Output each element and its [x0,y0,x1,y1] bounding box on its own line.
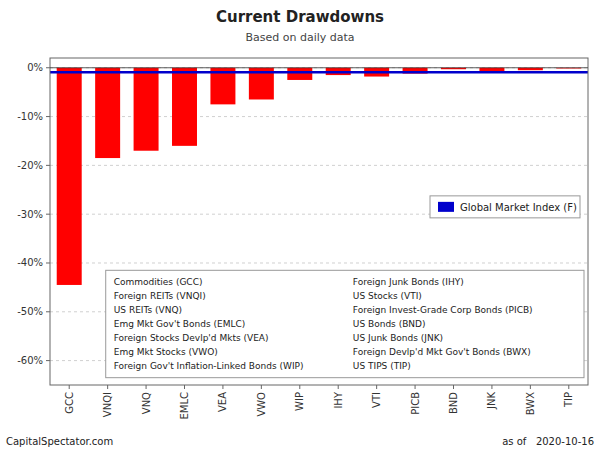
grid-line [50,116,588,117]
y-tick [46,165,50,166]
bars [57,68,582,285]
x-tick-label: PICB [410,392,421,415]
y-tick-label: -10% [17,111,43,122]
annotation: Foreign REITs (VNQI) [114,291,206,301]
footer-left: CapitalSpectator.com [6,436,113,447]
x-tick [453,385,454,389]
y-tick [46,67,50,68]
annotation: US TIPS (TIP) [353,361,411,371]
bar [95,68,120,158]
annotation: Foreign Gov't Inflation-Linked Bonds (WI… [114,361,304,371]
annotation: Emg Mkt Stocks (VWO) [114,347,218,357]
subtitle: Based on daily data [245,31,354,44]
y-tick-label: 0% [27,62,43,73]
y-tick [46,360,50,361]
bar [57,68,82,285]
chart: Current Drawdowns Based on daily data 0% -1… [0,0,600,450]
annotation: US Junk Bonds (JNK) [353,333,443,343]
annotation-box: Commodities (GCC) Foreign REITs (VNQI) US … [106,270,584,377]
x-tick [530,385,531,389]
x-tick [107,385,108,389]
x-tick [376,385,377,389]
x-tick [222,385,223,389]
grid-line [50,67,588,68]
grid-line [50,262,588,263]
x-tick [69,385,70,389]
reference-line [50,71,588,74]
x-tick-label: BND [448,392,459,414]
annotation: US Stocks (VTI) [353,291,422,301]
legend-swatch [438,202,454,212]
zero-line [50,67,588,68]
y-tick-label: -30% [17,209,43,220]
y-tick-label: -60% [17,355,43,366]
x-tick-label: IHY [333,391,344,408]
plot-frame [50,58,588,385]
annotation: Commodities (GCC) [114,277,203,287]
x-tick-label: WIP [294,392,305,411]
bar [134,68,159,151]
x-tick-label: TIP [563,392,574,408]
x-tick [261,385,262,389]
reference-lines [50,72,588,73]
legend-label: Global Market Index (F) [460,202,577,213]
annotation-frame [106,270,584,377]
legend-box [430,196,580,218]
x-tick-label: VNQ [141,392,152,414]
y-tick [46,262,50,263]
bar [287,68,312,80]
annotation: Foreign Stocks Devlp'd Mkts (VEA) [114,333,269,343]
x-tick-label: EMLC [179,392,190,420]
y-tick-label: -20% [17,160,43,171]
annotation: Foreign Devlp'd Mkt Gov't Bonds (BWX) [353,347,531,357]
annotation: Foreign Invest-Grade Corp Bonds (PICB) [353,305,533,315]
x-tick [415,385,416,389]
y-tick-label: -40% [17,257,43,268]
x-tick-label: VTI [371,392,382,408]
x-tick [184,385,185,389]
x-tick-label: GCC [64,392,75,414]
legend: Global Market Index (F) [430,196,580,218]
x-tick [338,385,339,389]
x-tick [146,385,147,389]
y-tick [46,214,50,215]
bar [172,68,197,146]
x-tick [568,385,569,389]
x-tick-label: BWX [525,392,536,415]
annotation: Emg Mkt Gov't Bonds (EMLC) [114,319,245,329]
grid-line [50,165,588,166]
x-tick-label: VNQI [102,392,113,417]
y-tick [46,311,50,312]
annotation: Foreign Junk Bonds (IHY) [353,277,464,287]
annotation: US Bonds (BND) [353,319,426,329]
x-tick-label: VWO [256,392,267,417]
x-tick-label: VEA [217,392,228,412]
x-tick-label: JNK [486,392,497,410]
title: Current Drawdowns [216,8,384,26]
y-tick-label: -50% [17,306,43,317]
y-tick [46,116,50,117]
footer-right: as of 2020-10-16 [502,436,594,447]
x-tick [491,385,492,389]
x-tick [299,385,300,389]
annotation: US REITs (VNQ) [114,305,182,315]
